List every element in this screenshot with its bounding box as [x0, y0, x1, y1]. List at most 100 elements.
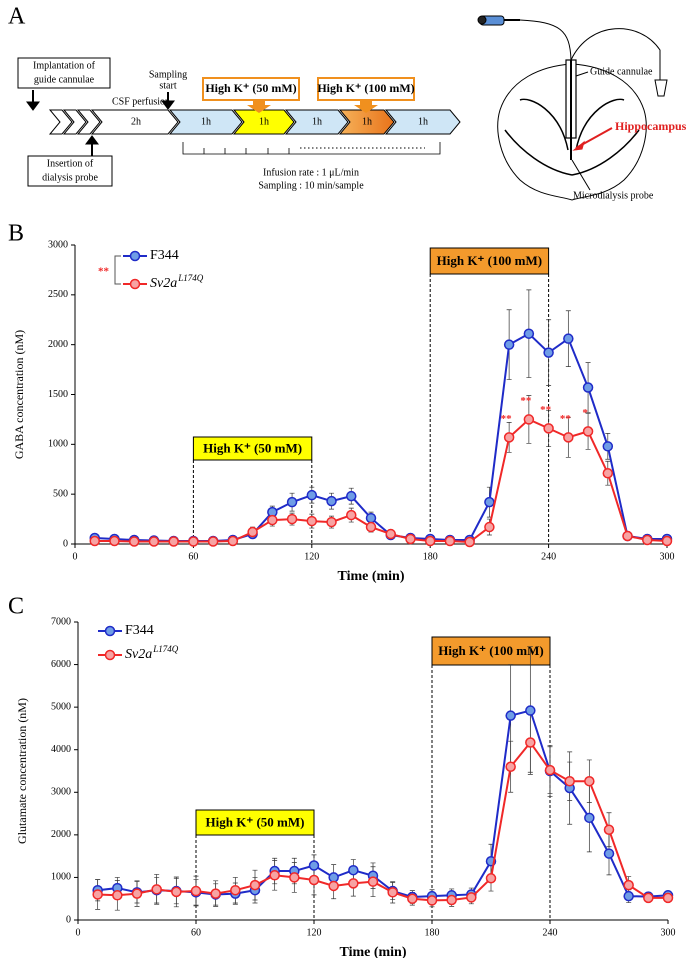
label: Guide cannulae [590, 66, 653, 77]
label: start [159, 80, 176, 91]
data-point [367, 876, 379, 887]
data-point [148, 536, 160, 547]
data-point [407, 893, 418, 904]
label: Hippocampus [615, 119, 687, 133]
data-point [89, 535, 100, 547]
data-point [505, 710, 516, 721]
data-point [227, 535, 239, 547]
data-point [563, 432, 574, 443]
legend-marker [104, 649, 116, 661]
timeline [17, 57, 461, 187]
data-point [269, 870, 280, 881]
chevron [62, 109, 87, 135]
significance-mark: ** [501, 413, 513, 425]
x-tick-label: 60 [191, 927, 201, 938]
data-point [286, 513, 298, 525]
y-tick-label: 2000 [48, 339, 68, 350]
data-point [326, 516, 337, 528]
data-point [210, 888, 221, 899]
section-outline [497, 63, 573, 201]
legend-label: F344 [125, 623, 154, 638]
arrow-head [85, 135, 99, 145]
y-tick-label: 500 [53, 488, 68, 499]
data-point [346, 490, 357, 502]
legend-label: Sv2a [150, 276, 177, 291]
brain-schematic [477, 15, 668, 201]
data-point [306, 515, 318, 527]
data-point [188, 536, 199, 547]
data-point [365, 521, 377, 533]
data-point [131, 888, 143, 899]
data-point [365, 512, 377, 524]
data-point [230, 884, 241, 896]
chevron [76, 109, 101, 135]
data-point [602, 441, 614, 452]
stim-box [317, 77, 415, 101]
data-point [623, 879, 634, 891]
series-line [94, 332, 667, 543]
hippocampus-shape [504, 98, 573, 176]
x-tick-label: 240 [541, 551, 556, 562]
legend-marker [129, 250, 141, 262]
stim-label: High K⁺ (100 mM) [438, 643, 543, 658]
segment [168, 109, 243, 135]
x-tick-label: 120 [304, 551, 319, 562]
segment [384, 109, 461, 135]
x-tick-label: 120 [307, 927, 322, 938]
legend-bracket [114, 255, 121, 285]
data-point [622, 530, 633, 542]
segment [338, 109, 395, 135]
data-point [92, 889, 103, 900]
legend-label: Sv2a [125, 647, 152, 662]
stim-label: High K⁺ (50 mM) [206, 814, 305, 829]
stim-label: High K⁺ (50 mM) [203, 440, 302, 455]
label: Sampling [149, 69, 187, 80]
data-point [249, 879, 261, 891]
segment [232, 109, 295, 135]
stim-box [195, 809, 315, 836]
data-point [207, 536, 219, 547]
data-point [151, 884, 162, 895]
data-point [426, 895, 438, 906]
data-point [289, 872, 300, 883]
data-point [544, 764, 556, 776]
x-tick-label: 0 [73, 551, 78, 562]
data-point [444, 535, 456, 547]
stim-box [192, 436, 313, 461]
y-tick-label: 3000 [51, 787, 71, 798]
legend-label-sup: L174Q [177, 273, 204, 283]
segment-label: 1h [362, 116, 372, 127]
data-point [661, 535, 673, 547]
data-point [563, 333, 574, 344]
segment [284, 109, 349, 135]
y-tick-label: 2000 [51, 829, 71, 840]
significance-mark: ** [560, 413, 572, 425]
x-axis-title: Time (min) [339, 945, 406, 958]
hippocampus-shape [571, 98, 640, 176]
y-tick-label: 6000 [51, 659, 71, 670]
x-tick-label: 60 [188, 551, 198, 562]
arrow [354, 101, 378, 113]
panel-label: B [8, 221, 24, 247]
data-point [387, 887, 398, 898]
label: High K⁺ (100 mM) [317, 81, 414, 95]
significance-mark: ** [540, 404, 552, 416]
data-point [128, 536, 140, 547]
stim-label: High K⁺ (100 mM) [437, 253, 542, 268]
section-outline [571, 63, 647, 201]
panel-label: C [8, 594, 24, 620]
data-point [564, 775, 575, 787]
y-tick-label: 1000 [48, 439, 68, 450]
data-point [582, 426, 594, 437]
data-point [464, 536, 475, 548]
leader [571, 159, 591, 191]
data-point [485, 873, 497, 884]
data-point [503, 339, 515, 350]
data-point [484, 521, 495, 533]
panel-label: A [8, 4, 26, 30]
y-tick-label: 2500 [48, 289, 68, 300]
tube [570, 28, 661, 80]
legend-marker [129, 278, 141, 290]
data-point [168, 536, 179, 547]
series-line [94, 418, 668, 544]
